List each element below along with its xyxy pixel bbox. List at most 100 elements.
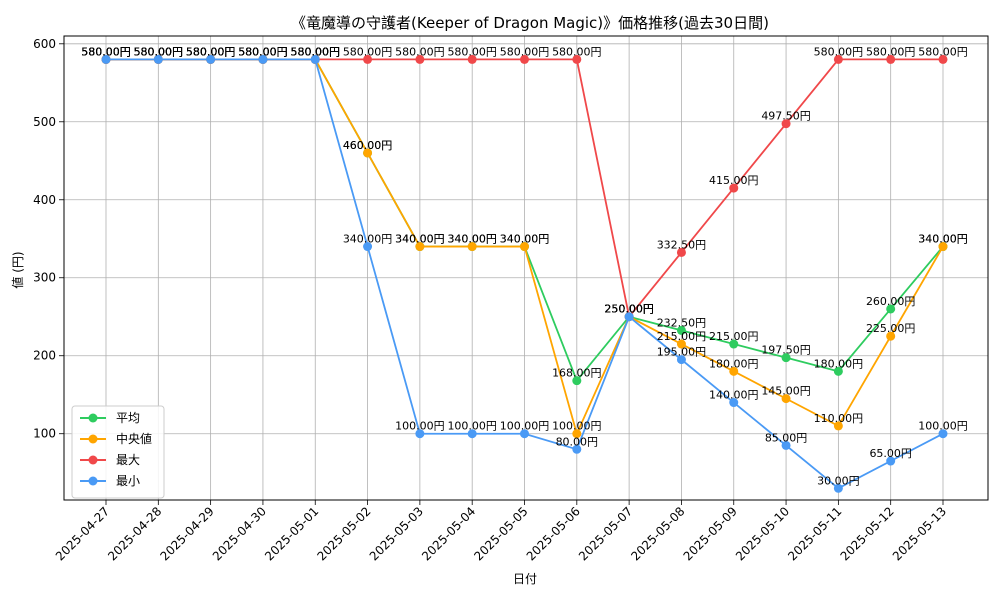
data-label: 250.00円	[604, 303, 654, 316]
data-label: 332.50円	[657, 238, 707, 251]
data-point	[572, 429, 582, 439]
y-tick-label: 400	[33, 193, 56, 207]
data-label: 497.50円	[761, 110, 811, 123]
data-label: 232.50円	[657, 316, 707, 329]
data-point	[938, 429, 948, 439]
x-tick-label: 2025-05-04	[419, 504, 478, 563]
data-point	[833, 421, 843, 431]
data-label: 580.00円	[552, 45, 602, 58]
data-label: 340.00円	[395, 233, 445, 246]
data-point	[833, 54, 843, 64]
data-point	[886, 456, 896, 466]
x-tick-label: 2025-05-11	[785, 504, 844, 563]
data-point	[886, 331, 896, 341]
data-point	[938, 54, 948, 64]
data-point	[467, 54, 477, 64]
data-point	[938, 242, 948, 252]
x-axis-title: 日付	[513, 572, 537, 586]
x-tick-label: 2025-05-08	[628, 504, 687, 563]
data-point	[363, 242, 373, 252]
legend-swatch-marker	[88, 455, 98, 465]
data-point	[467, 429, 477, 439]
y-tick-label: 200	[33, 349, 56, 363]
data-label: 140.00円	[709, 389, 759, 402]
data-point	[467, 242, 477, 252]
data-label: 250.00円	[604, 303, 654, 316]
legend-label: 平均	[116, 411, 140, 425]
legend-swatch-marker	[88, 434, 98, 444]
data-point	[781, 353, 791, 363]
data-point	[101, 54, 111, 64]
data-label: 580.00円	[395, 45, 445, 58]
data-point	[572, 54, 582, 64]
data-label: 145.00円	[761, 385, 811, 398]
legend-swatch-marker	[88, 413, 98, 423]
x-tick-label: 2025-04-29	[158, 504, 217, 563]
x-tick-label: 2025-04-30	[210, 504, 269, 563]
data-label: 100.00円	[500, 420, 550, 433]
data-point	[258, 54, 268, 64]
legend-swatch-marker	[88, 476, 98, 486]
data-label: 580.00円	[500, 45, 550, 58]
data-label: 580.00円	[291, 45, 341, 58]
data-label: 215.00円	[657, 330, 707, 343]
data-label: 580.00円	[343, 45, 393, 58]
legend-item: 最大	[80, 453, 140, 467]
data-label: 215.00円	[709, 330, 759, 343]
data-point	[781, 394, 791, 404]
y-tick-label: 300	[33, 271, 56, 285]
series-4	[101, 54, 948, 493]
data-label: 30.00円	[817, 474, 860, 487]
data-label: 250.00円	[604, 303, 654, 316]
data-point	[206, 54, 216, 64]
x-tick-label: 2025-05-06	[524, 504, 583, 563]
data-label: 580.00円	[291, 45, 341, 58]
x-tick-label: 2025-05-07	[576, 504, 635, 563]
data-point	[520, 242, 529, 252]
data-point	[676, 355, 686, 365]
chart-title: 《竜魔導の守護者(Keeper of Dragon Magic)》価格推移(過去…	[291, 14, 769, 32]
data-label: 100.00円	[395, 420, 445, 433]
data-label: 580.00円	[81, 45, 131, 58]
data-point	[572, 444, 582, 454]
data-point	[363, 54, 373, 64]
data-point	[572, 376, 582, 386]
data-label: 580.00円	[238, 45, 288, 58]
data-label: 168.00円	[552, 367, 602, 380]
data-label: 460.00円	[343, 139, 393, 152]
data-label: 340.00円	[500, 233, 550, 246]
data-label: 100.00円	[918, 420, 968, 433]
data-label: 65.00円	[869, 447, 912, 460]
data-label: 85.00円	[765, 431, 808, 444]
data-label: 80.00円	[556, 435, 599, 448]
data-point	[886, 54, 896, 64]
y-tick-label: 600	[33, 37, 56, 51]
data-point	[363, 148, 373, 158]
legend-box	[71, 405, 165, 499]
data-label: 580.00円	[447, 45, 497, 58]
x-tick-label: 2025-05-05	[471, 504, 530, 563]
data-label: 580.00円	[81, 45, 131, 58]
data-label: 195.00円	[657, 346, 707, 359]
y-tick-label: 500	[33, 115, 56, 129]
data-label: 580.00円	[134, 45, 184, 58]
data-point	[729, 366, 739, 376]
data-point	[415, 429, 425, 439]
x-tick-label: 2025-04-28	[105, 504, 164, 563]
x-tick-label: 2025-05-10	[733, 504, 792, 563]
data-point	[520, 54, 529, 64]
data-point	[729, 183, 739, 193]
data-point	[415, 242, 425, 252]
data-label: 580.00円	[291, 45, 341, 58]
x-tick-label: 2025-05-09	[681, 504, 740, 563]
data-point	[676, 325, 686, 335]
data-label: 580.00円	[134, 45, 184, 58]
legend-label: 最小	[116, 474, 140, 488]
y-tick-label: 100	[33, 427, 56, 441]
data-label: 580.00円	[291, 45, 341, 58]
data-point	[781, 119, 791, 129]
data-point	[886, 304, 896, 314]
data-label: 197.50円	[761, 344, 811, 357]
legend-label: 最大	[116, 453, 140, 467]
